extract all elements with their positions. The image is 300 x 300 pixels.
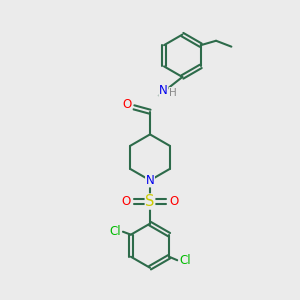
Text: S: S <box>145 194 155 209</box>
Text: Cl: Cl <box>179 254 190 267</box>
Text: N: N <box>159 84 168 97</box>
Text: H: H <box>169 88 177 98</box>
Text: N: N <box>146 174 154 187</box>
Text: Cl: Cl <box>110 225 122 238</box>
Text: O: O <box>122 195 131 208</box>
Text: O: O <box>169 195 178 208</box>
Text: O: O <box>123 98 132 111</box>
